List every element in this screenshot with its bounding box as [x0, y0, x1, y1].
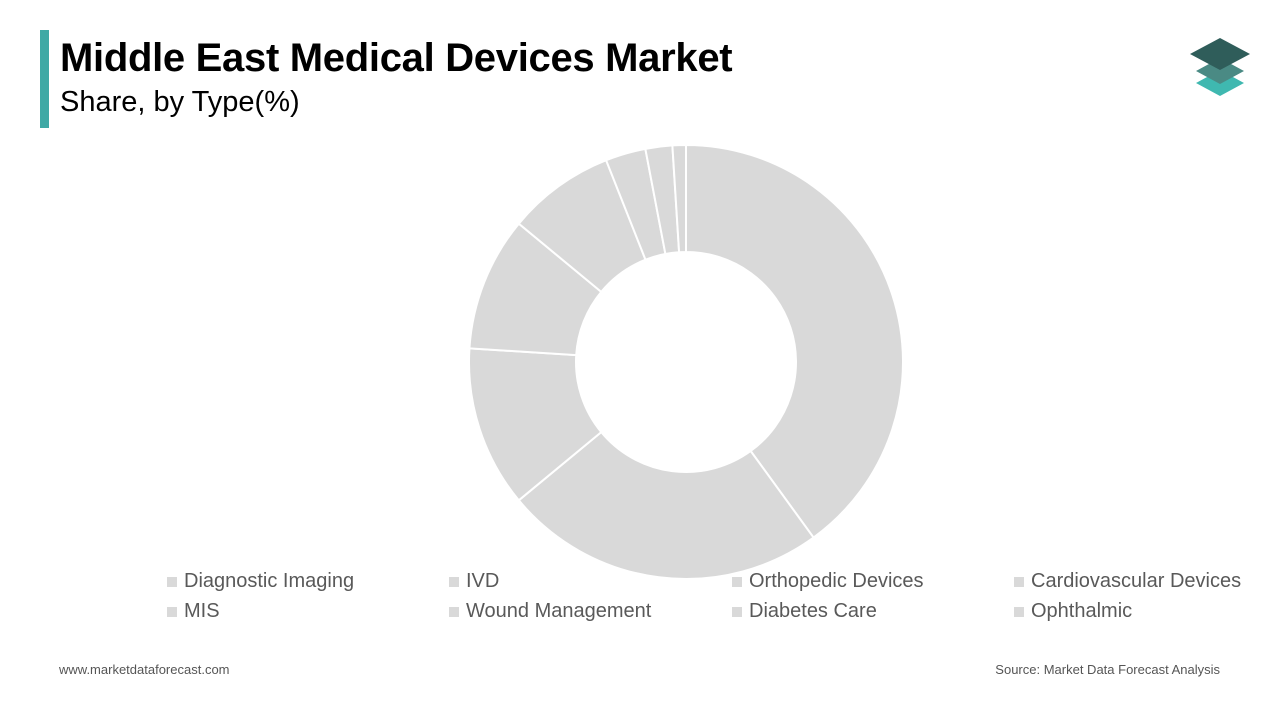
footer-website: www.marketdataforecast.com: [59, 662, 230, 677]
slice-diagnostic-imaging: [685, 143, 904, 539]
chart-subtitle: Share, by Type(%): [60, 86, 300, 118]
accent-bar: [40, 30, 49, 128]
chart-title: Middle East Medical Devices Market: [60, 36, 733, 80]
slice-ivd: [517, 430, 815, 580]
logo-layer-top: [1190, 38, 1250, 70]
footer-source: Source: Market Data Forecast Analysis: [995, 662, 1220, 677]
logo-layer-middle: [1196, 58, 1244, 84]
stacked-layers-icon: [1190, 38, 1250, 96]
slice-ophthalmic: [671, 143, 687, 254]
